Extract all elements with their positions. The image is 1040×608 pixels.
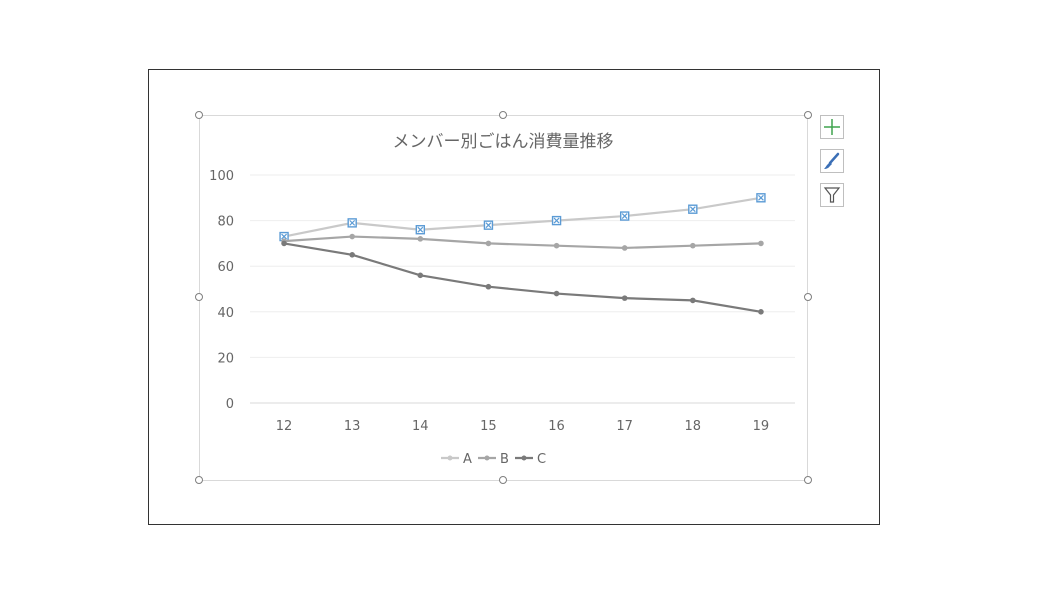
- y-tick-label: 100: [209, 169, 234, 184]
- data-point[interactable]: [485, 283, 492, 290]
- data-point[interactable]: [690, 297, 696, 304]
- chart-frame: [148, 69, 880, 525]
- chart-elements-button[interactable]: [820, 115, 844, 139]
- resize-handle-bottom-right[interactable]: [804, 476, 812, 484]
- plus-icon: [824, 119, 840, 135]
- resize-handle-top-left[interactable]: [195, 111, 203, 119]
- chart-styles-button[interactable]: [820, 149, 844, 173]
- selected-data-point[interactable]: [756, 193, 766, 203]
- data-point[interactable]: [281, 240, 287, 247]
- selected-data-point[interactable]: [551, 215, 562, 226]
- x-tick-label: 15: [480, 419, 497, 434]
- legend-item[interactable]: A: [441, 452, 472, 467]
- data-point[interactable]: [349, 233, 355, 240]
- data-point[interactable]: [349, 252, 355, 258]
- chart-title[interactable]: メンバー別ごはん消費量推移: [393, 132, 614, 152]
- selected-data-point[interactable]: [415, 225, 426, 235]
- y-tick-label: 20: [217, 351, 234, 366]
- chart-filters-button[interactable]: [820, 183, 844, 207]
- x-tick-label: 19: [753, 419, 770, 434]
- x-tick-label: 14: [412, 419, 429, 434]
- resize-handle-bottom-left[interactable]: [195, 476, 203, 484]
- selected-data-point[interactable]: [483, 220, 494, 230]
- series-C[interactable]: [281, 240, 764, 315]
- legend-marker: [447, 455, 453, 461]
- legend-label: B: [500, 452, 509, 467]
- series-line[interactable]: [283, 235, 761, 250]
- legend-marker: [521, 455, 527, 461]
- series-A[interactable]: [279, 193, 766, 242]
- x-tick-label: 18: [685, 419, 702, 434]
- resize-handle-bottom[interactable]: [499, 476, 507, 484]
- x-tick-label: 16: [548, 419, 565, 434]
- data-point[interactable]: [690, 242, 696, 249]
- series-line[interactable]: [283, 196, 762, 238]
- resize-handle-left[interactable]: [195, 293, 203, 301]
- data-point[interactable]: [621, 245, 628, 251]
- resize-handle-top[interactable]: [499, 111, 507, 119]
- y-tick-label: 40: [217, 306, 234, 321]
- legend-label: C: [537, 452, 546, 467]
- filter-icon: [823, 187, 841, 203]
- series-B[interactable]: [281, 233, 764, 251]
- x-tick-label: 17: [616, 419, 633, 434]
- legend-item[interactable]: C: [515, 452, 546, 467]
- selected-data-point[interactable]: [347, 218, 357, 228]
- selected-data-point[interactable]: [688, 204, 698, 214]
- data-point[interactable]: [417, 272, 424, 279]
- data-point[interactable]: [417, 236, 424, 242]
- data-point[interactable]: [758, 309, 764, 315]
- legend-label: A: [463, 452, 472, 467]
- data-point[interactable]: [553, 242, 560, 249]
- y-tick-label: 0: [226, 397, 234, 412]
- x-tick-label: 13: [344, 419, 361, 434]
- data-point[interactable]: [621, 295, 628, 301]
- y-tick-label: 60: [217, 260, 234, 275]
- data-point[interactable]: [758, 240, 764, 247]
- series-line[interactable]: [283, 242, 762, 313]
- resize-handle-right[interactable]: [804, 293, 812, 301]
- legend-item[interactable]: B: [478, 452, 509, 467]
- legend-marker: [484, 455, 490, 461]
- selected-data-point[interactable]: [619, 211, 630, 221]
- x-tick-label: 12: [276, 419, 293, 434]
- resize-handle-top-right[interactable]: [804, 111, 812, 119]
- brush-icon: [824, 152, 840, 169]
- data-point[interactable]: [485, 240, 492, 247]
- data-point[interactable]: [553, 290, 560, 297]
- y-tick-label: 80: [217, 215, 234, 230]
